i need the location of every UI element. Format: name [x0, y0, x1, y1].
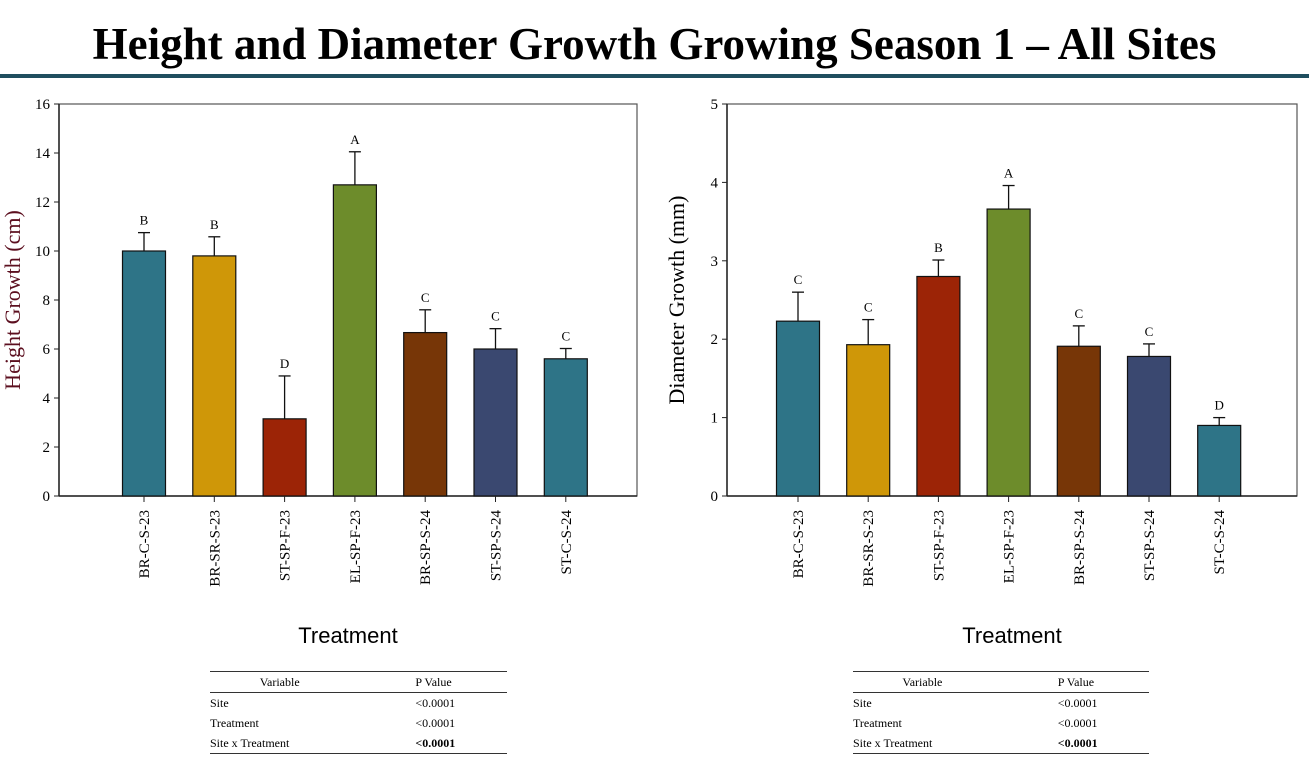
slide-title: Height and Diameter Growth Growing Seaso…: [92, 19, 1217, 69]
variable-cell: Site x Treatment: [853, 735, 933, 750]
height-x-tick-label: ST-SP-F-23: [278, 510, 294, 581]
height-x-tick-label: EL-SP-F-23: [348, 510, 364, 583]
height-x-tick-label: BR-C-S-23: [137, 510, 153, 578]
pvalue-cell: <0.0001: [1057, 695, 1098, 710]
diameter-y-tick-label: 2: [711, 332, 719, 348]
height-y-tick-label: 16: [35, 97, 51, 113]
height-x-axis-label: Treatment: [298, 623, 397, 648]
diameter-x-tick-label: EL-SP-F-23: [1002, 510, 1018, 583]
height-y-axis-label: Height Growth (cm): [0, 210, 25, 390]
pvalue-cell: <0.0001: [1057, 715, 1098, 730]
diameter-x-tick-label: ST-C-S-24: [1212, 510, 1228, 575]
variable-cell: Site x Treatment: [210, 735, 290, 750]
height-y-tick-label: 10: [35, 244, 50, 260]
height-significance-letter: B: [210, 217, 219, 232]
height-significance-letter: D: [280, 356, 289, 371]
diameter-x-tick-label: ST-SP-F-23: [931, 510, 947, 581]
diameter-y-axis-label: Diameter Growth (mm): [664, 196, 689, 405]
height-x-tick-label: ST-SP-S-24: [489, 510, 505, 582]
height-x-tick-label: ST-C-S-24: [559, 510, 575, 575]
height-bar: [543, 358, 588, 497]
height-bar: [332, 184, 377, 497]
diameter-bar: [1056, 345, 1101, 497]
diameter-bar: [916, 275, 961, 497]
diameter-y-tick-label: 0: [711, 489, 719, 505]
height-y-tick-label: 0: [43, 489, 51, 505]
diameter-bar: [986, 208, 1031, 497]
variable-cell: Treatment: [853, 715, 902, 730]
pvalue-cell: <0.0001: [415, 715, 456, 730]
height-bar: [192, 255, 237, 497]
diameter-x-axis-label: Treatment: [962, 623, 1061, 648]
height-y-tick-label: 8: [43, 293, 51, 309]
diameter-significance-letter: C: [864, 300, 873, 315]
diameter-y-tick-label: 5: [711, 97, 719, 113]
height-bar: [403, 331, 448, 497]
diameter-y-tick-label: 3: [711, 254, 719, 270]
variable-cell: Site: [853, 695, 872, 710]
diameter-bar: [775, 320, 821, 497]
height-significance-letter: B: [140, 213, 149, 228]
variable-cell: Site: [210, 695, 229, 710]
pvalue-cell: <0.0001: [415, 735, 456, 750]
height-y-tick-label: 4: [43, 391, 51, 407]
diameter-significance-letter: C: [1145, 324, 1154, 339]
table-row: Site x Treatment <0.0001: [210, 733, 507, 754]
height-y-tick-label: 6: [43, 342, 51, 358]
height-pvalue-table: Variable P Value Site <0.0001 Treatment <0.…: [210, 671, 507, 754]
header-pvalue: P Value: [1057, 674, 1095, 689]
header-pvalue: P Value: [415, 674, 452, 689]
height-bar: [121, 250, 167, 497]
height-significance-letter: C: [491, 309, 500, 324]
diameter-x-tick-label: BR-SP-S-24: [1072, 510, 1088, 586]
table-row: Treatment <0.0001: [210, 713, 507, 733]
diameter-x-tick-label: BR-SR-S-23: [861, 510, 877, 587]
table-row: Treatment <0.0001: [853, 713, 1149, 733]
height-x-tick-label: BR-SR-S-23: [207, 510, 223, 587]
height-significance-letter: A: [350, 132, 360, 147]
height-bar: [473, 348, 518, 497]
height-significance-letter: C: [561, 329, 570, 344]
diameter-y-tick-label: 4: [711, 175, 719, 191]
height-y-tick-label: 2: [43, 440, 51, 456]
pvalue-cell: <0.0001: [1057, 735, 1098, 750]
diameter-x-tick-label: ST-SP-S-24: [1142, 510, 1158, 582]
diameter-x-tick-label: BR-C-S-23: [791, 510, 807, 578]
diameter-significance-letter: C: [1074, 306, 1083, 321]
diameter-significance-letter: C: [794, 272, 803, 287]
header-variable: Variable: [902, 674, 943, 689]
diameter-significance-letter: D: [1215, 398, 1224, 413]
variable-cell: Treatment: [210, 715, 259, 730]
diameter-y-tick-label: 1: [711, 411, 719, 427]
diameter-pvalue-table: Variable P Value Site <0.0001 Treatment <0.…: [853, 671, 1149, 754]
table-row: Site <0.0001: [210, 693, 507, 714]
header-variable: Variable: [259, 674, 300, 689]
height-bar: [262, 418, 307, 497]
height-x-tick-label: BR-SP-S-24: [418, 510, 434, 586]
height-significance-letter: C: [421, 290, 430, 305]
diameter-significance-letter: A: [1004, 166, 1014, 181]
height-y-tick-label: 14: [35, 146, 51, 162]
table-row: Site <0.0001: [853, 693, 1149, 714]
diameter-bar: [1126, 355, 1172, 497]
title-divider: [0, 74, 1309, 78]
table-row: Site x Treatment <0.0001: [853, 733, 1149, 754]
height-y-tick-label: 12: [35, 195, 50, 211]
diameter-significance-letter: B: [934, 240, 943, 255]
diameter-bar: [1197, 424, 1242, 497]
pvalue-cell: <0.0001: [415, 695, 456, 710]
diameter-bar: [846, 344, 891, 497]
